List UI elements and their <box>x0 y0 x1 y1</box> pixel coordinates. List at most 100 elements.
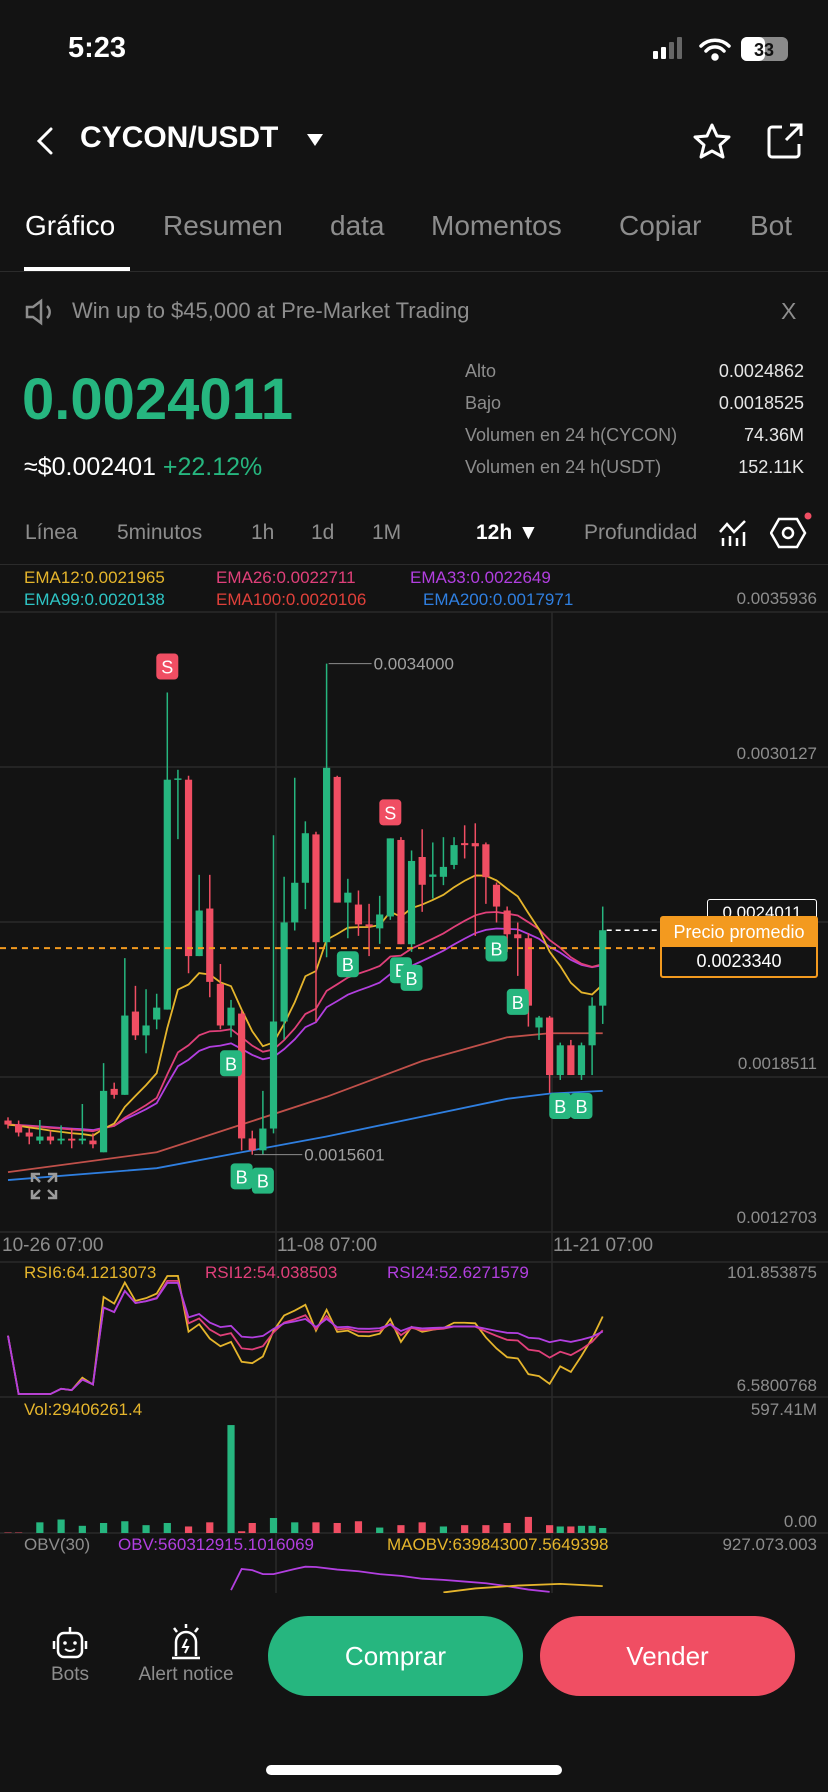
svg-text:B: B <box>575 1097 587 1117</box>
maobv-line <box>443 1582 603 1594</box>
stat-vol-quote-label: Volumen en 24 h(USDT) <box>465 457 662 477</box>
volume-bar <box>142 1525 150 1533</box>
buy-marker: B <box>220 1050 243 1077</box>
timeframe-1m[interactable]: 1M <box>372 521 402 544</box>
avg-price-box[interactable]: Precio promedio 0.0023340 <box>660 916 818 978</box>
tab-bot[interactable]: Bot <box>750 210 793 241</box>
candle-body <box>599 930 607 1006</box>
volume-bar <box>99 1522 108 1533</box>
maobv-legend: MAOBV:639843007.5649398 <box>387 1535 609 1554</box>
volume-bar <box>57 1519 65 1533</box>
volume-bar <box>78 1525 86 1533</box>
candle-body <box>238 1013 246 1139</box>
stat-high-value: 0.0024862 <box>718 361 804 381</box>
rsi-max-label: 101.853875 <box>727 1263 817 1282</box>
back-chevron-icon[interactable] <box>34 126 56 156</box>
alert-notice-label[interactable]: Alert notice <box>138 1664 234 1685</box>
candle-body <box>269 1021 278 1129</box>
volume-bar <box>567 1526 575 1533</box>
tab-momentos[interactable]: Momentos <box>431 210 562 241</box>
volume-bar <box>461 1525 469 1533</box>
candle-body <box>174 778 182 780</box>
volume-bar <box>312 1522 320 1533</box>
bots-icon[interactable] <box>52 1625 88 1661</box>
volume-bar <box>248 1522 256 1533</box>
rsi-min-label: 6.5800768 <box>736 1376 817 1395</box>
volume-bar <box>524 1516 532 1533</box>
svg-text:S: S <box>384 803 396 823</box>
candle-body <box>68 1138 76 1141</box>
candle-body <box>556 1045 564 1076</box>
stat-low-value: 0.0018525 <box>718 393 804 413</box>
dropdown-caret-icon[interactable] <box>306 133 324 147</box>
candle-body <box>418 857 426 885</box>
indicator-chart-icon[interactable] <box>718 518 748 548</box>
alert-notice-icon[interactable] <box>168 1622 204 1662</box>
candle-body <box>184 779 193 957</box>
timeframe-5min[interactable]: 5minutos <box>117 521 203 544</box>
candle-body <box>163 779 171 1010</box>
candle-body <box>291 882 299 923</box>
candle-body <box>546 1017 554 1076</box>
candle-body <box>248 1138 256 1151</box>
candle-body <box>344 892 352 903</box>
volume-bar <box>376 1527 384 1533</box>
candle-body <box>461 843 469 846</box>
volume-bar <box>121 1521 129 1533</box>
volume-bar <box>163 1522 171 1533</box>
candle-body <box>365 924 373 927</box>
tab-copiar[interactable]: Copiar <box>619 210 702 241</box>
stat-low-label: Bajo <box>465 393 502 413</box>
candle-body <box>153 1007 161 1020</box>
candle-body <box>36 1136 44 1141</box>
stat-vol-base-label: Volumen en 24 h(CYCON) <box>465 425 678 445</box>
buy-button[interactable]: Comprar <box>268 1616 523 1696</box>
price-change: +22.12% <box>162 453 263 481</box>
timeframe-1d[interactable]: 1d <box>311 521 335 544</box>
fullscreen-icon[interactable] <box>29 1171 59 1201</box>
rsi6-line <box>7 1275 604 1395</box>
share-icon[interactable] <box>766 122 804 160</box>
candle-body <box>259 1128 267 1151</box>
depth-tab[interactable]: Profundidad <box>584 521 698 544</box>
sell-marker: S <box>156 653 179 680</box>
svg-text:S: S <box>161 657 173 677</box>
ema99-legend: EMA99:0.0020138 <box>24 590 165 609</box>
volume-bar <box>227 1425 235 1533</box>
candle-body <box>121 1015 129 1095</box>
star-icon[interactable] <box>692 122 732 160</box>
tab-resumen[interactable]: Resumen <box>163 210 283 241</box>
pair-title[interactable]: CYCON/USDT <box>80 121 279 154</box>
candle-body <box>492 884 501 907</box>
rsi12-line <box>7 1279 604 1395</box>
volume-bar <box>36 1522 44 1533</box>
volume-bar <box>269 1517 278 1533</box>
tab-grafico[interactable]: Gráfico <box>25 210 116 241</box>
avg-price-label: Precio promedio <box>662 918 816 947</box>
home-indicator[interactable] <box>266 1765 562 1775</box>
banner-close-button[interactable]: X <box>781 298 797 324</box>
settings-hex-icon[interactable] <box>770 512 814 552</box>
stat-vol-base-value: 74.36M <box>743 425 804 445</box>
timeframe-linea[interactable]: Línea <box>25 521 78 544</box>
candle-body <box>301 833 309 883</box>
candle-body <box>142 1025 150 1036</box>
volume-bar <box>577 1525 586 1533</box>
candle-body <box>439 866 448 877</box>
bots-label[interactable]: Bots <box>50 1664 90 1685</box>
candle-body <box>524 938 532 1006</box>
sell-button[interactable]: Vender <box>540 1616 795 1696</box>
active-tab-underline <box>24 267 130 271</box>
price-tick: 0.0030127 <box>736 744 817 763</box>
price-usd-row: ≈$0.002401 +22.12% <box>24 453 262 482</box>
time-tick: 11-08 07:00 <box>277 1235 378 1256</box>
promo-banner-text[interactable]: Win up to $45,000 at Pre-Market Trading <box>72 298 470 323</box>
timeframe-12h-dropdown[interactable]: 12h ▼ <box>476 521 539 544</box>
ema26-legend: EMA26:0.0022711 <box>216 568 356 587</box>
tab-data[interactable]: data <box>330 210 385 241</box>
candle-body <box>312 834 320 943</box>
volume-bar <box>397 1525 405 1533</box>
high-annotation-label: 0.0034000 <box>374 655 454 674</box>
timeframe-1h[interactable]: 1h <box>251 521 275 544</box>
